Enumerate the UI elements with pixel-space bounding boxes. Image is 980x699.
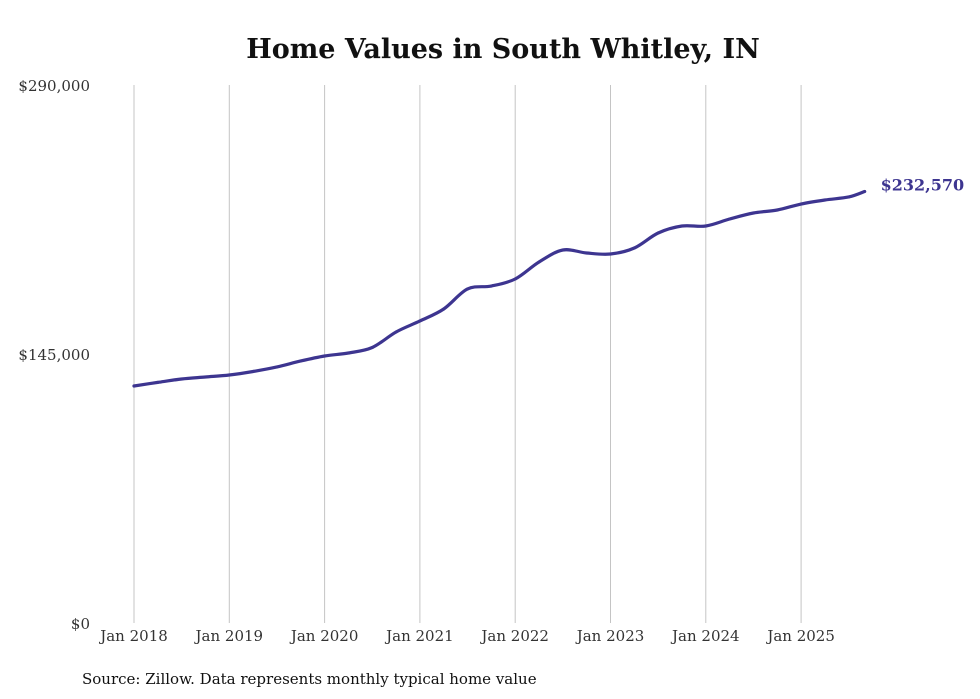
chart-title: Home Values in South Whitley, IN	[246, 34, 760, 65]
data-point	[680, 224, 684, 228]
data-point	[323, 354, 327, 358]
data-point	[561, 248, 565, 252]
end-value-label: $232,570	[881, 176, 965, 195]
data-point	[537, 260, 541, 264]
data-point	[180, 377, 184, 381]
data-point	[751, 211, 755, 215]
x-tick-label: Jan 2019	[194, 627, 264, 645]
x-tick-label: Jan 2023	[575, 627, 645, 645]
data-point	[275, 365, 279, 369]
data-point	[299, 359, 303, 363]
data-point	[775, 208, 779, 212]
data-point	[513, 277, 517, 281]
data-point	[442, 307, 446, 311]
x-tick-label: Jan 2018	[98, 627, 168, 645]
y-tick-label: $145,000	[18, 346, 90, 364]
y-tick-label: $0	[71, 615, 90, 633]
data-point	[863, 190, 867, 194]
data-point	[847, 195, 851, 199]
y-tick-label: $290,000	[18, 77, 90, 95]
data-point	[704, 224, 708, 228]
x-tick-label: Jan 2025	[765, 627, 835, 645]
source-note: Source: Zillow. Data represents monthly …	[82, 670, 537, 688]
data-point	[489, 284, 493, 288]
data-point	[656, 231, 660, 235]
data-point	[227, 373, 231, 377]
x-tick-label: Jan 2024	[670, 627, 740, 645]
data-point	[632, 246, 636, 250]
data-point	[346, 351, 350, 355]
data-point	[394, 330, 398, 334]
data-point	[823, 198, 827, 202]
data-point	[132, 384, 136, 388]
data-point	[466, 287, 470, 291]
data-point	[585, 251, 589, 255]
x-tick-label: Jan 2020	[289, 627, 359, 645]
data-point	[799, 202, 803, 206]
x-tick-label: Jan 2021	[384, 627, 454, 645]
data-point	[156, 380, 160, 384]
data-point	[418, 319, 422, 323]
data-point	[203, 375, 207, 379]
data-point	[370, 346, 374, 350]
data-point	[728, 217, 732, 221]
data-point	[609, 252, 612, 256]
x-tick-label: Jan 2022	[479, 627, 549, 645]
series-line	[132, 189, 867, 388]
data-point	[251, 369, 255, 373]
